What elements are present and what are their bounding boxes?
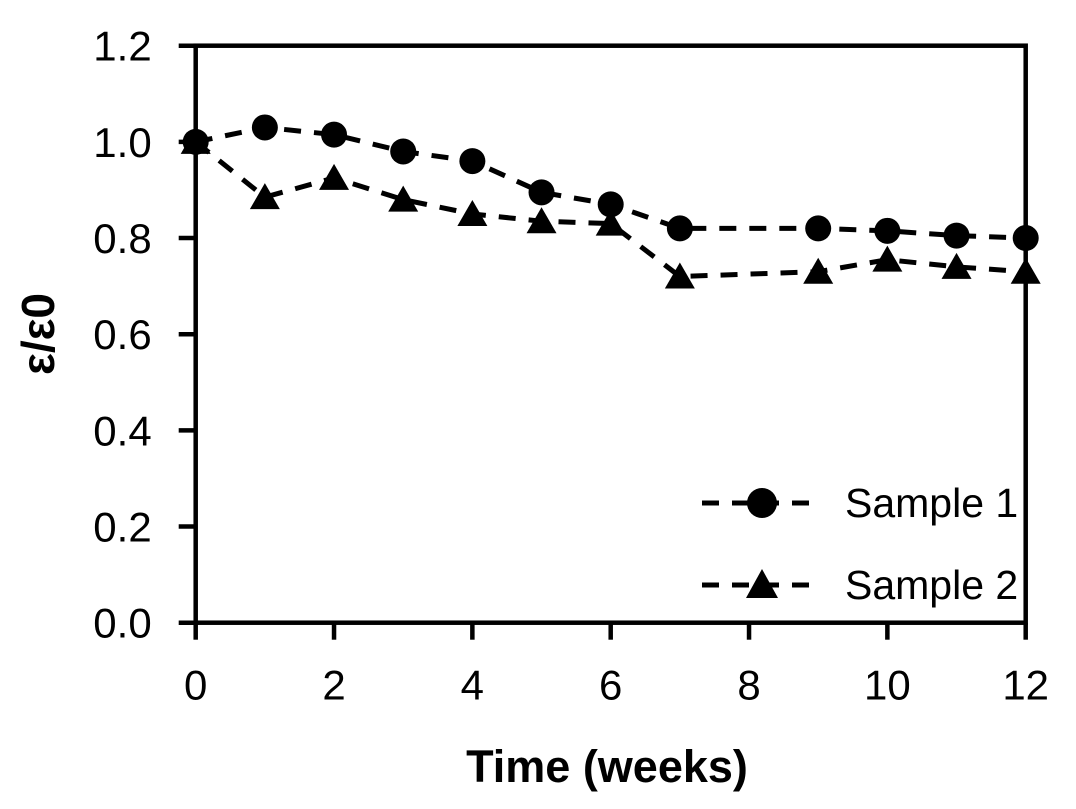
x-axis-title: Time (weeks) xyxy=(466,741,748,792)
x-tick-label: 4 xyxy=(461,662,484,709)
data-point-triangle xyxy=(941,252,972,279)
legend-item-sample-2: Sample 2 xyxy=(702,562,1018,608)
data-point-circle xyxy=(528,179,555,206)
y-tick-label: 0.2 xyxy=(93,504,151,551)
y-tick-label: 0.4 xyxy=(93,407,151,454)
x-tick-label: 2 xyxy=(322,662,345,709)
legend: Sample 1 Sample 2 xyxy=(702,480,1018,608)
y-axis: 0.0 0.2 0.4 0.6 0.8 1.0 1.2 xyxy=(93,23,196,647)
data-point-circle xyxy=(459,148,486,175)
data-point-triangle xyxy=(1010,257,1041,284)
data-point-circle xyxy=(666,215,693,242)
data-point-circle xyxy=(874,217,901,244)
legend-item-sample-1: Sample 1 xyxy=(702,480,1018,526)
x-tick-label: 6 xyxy=(599,662,622,709)
legend-label-sample-1: Sample 1 xyxy=(845,480,1018,526)
data-point-circle xyxy=(1012,225,1039,252)
data-point-triangle xyxy=(457,199,488,226)
y-tick-label: 1.0 xyxy=(93,119,151,166)
data-point-circle xyxy=(943,222,970,249)
series-2 xyxy=(180,127,1041,289)
y-axis-title: ε/ε0 xyxy=(12,293,64,375)
data-point-triangle xyxy=(180,127,211,154)
data-point-circle xyxy=(805,215,832,242)
y-tick-label: 0.0 xyxy=(93,600,151,647)
x-tick-label: 10 xyxy=(864,662,911,709)
data-point-triangle xyxy=(319,163,350,190)
legend-marker-triangle xyxy=(746,569,778,598)
data-point-triangle xyxy=(872,245,903,272)
data-point-triangle xyxy=(803,257,834,284)
x-tick-label: 0 xyxy=(184,662,207,709)
x-tick-label: 12 xyxy=(1002,662,1049,709)
y-tick-label: 0.8 xyxy=(93,215,151,262)
legend-marker-circle xyxy=(747,488,777,518)
data-point-triangle xyxy=(249,183,280,210)
legend-label-sample-2: Sample 2 xyxy=(845,562,1018,608)
data-point-circle xyxy=(390,138,417,165)
data-point-triangle xyxy=(388,185,419,212)
data-point-circle xyxy=(321,121,348,148)
data-point-triangle xyxy=(526,207,557,234)
x-axis: 0 2 4 6 8 10 12 xyxy=(184,622,1049,709)
data-point-triangle xyxy=(595,209,626,236)
y-tick-label: 0.6 xyxy=(93,311,151,358)
data-point-circle xyxy=(597,191,624,218)
data-point-triangle xyxy=(664,262,695,289)
data-point-circle xyxy=(251,114,278,141)
y-tick-label: 1.2 xyxy=(93,23,151,70)
series-group xyxy=(180,114,1041,289)
x-tick-label: 8 xyxy=(737,662,760,709)
